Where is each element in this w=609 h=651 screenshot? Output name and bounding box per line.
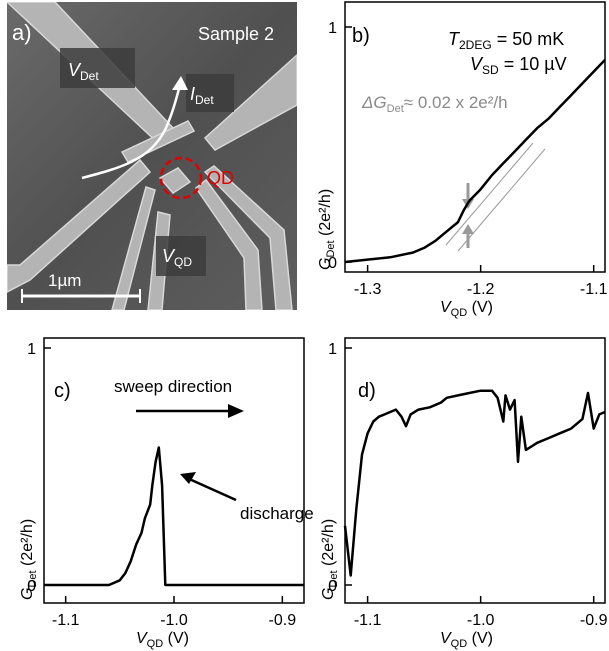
x-tick-label-b-0: -1.3 bbox=[354, 281, 382, 298]
bias-label: VSD = 10 µV bbox=[470, 54, 567, 77]
y-tick-label-b-1: 1 bbox=[328, 20, 337, 37]
plot-c: -1.1 -1.0 -0.9 0 1 bbox=[27, 341, 304, 629]
x-label-c: VQD (V) bbox=[136, 630, 189, 650]
y-tick-label-b-0: 0 bbox=[328, 255, 337, 272]
discharge-label: discharge bbox=[240, 504, 314, 523]
delta-g-label: ΔGDet≈ 0.02 x 2e²/h bbox=[361, 93, 508, 115]
x-tick-label-d-1: -1.0 bbox=[467, 612, 495, 629]
x-tick-label-c-0: -1.1 bbox=[52, 612, 80, 629]
panel-d-label: d) bbox=[358, 380, 376, 402]
y-tick-label-d-1: 1 bbox=[328, 341, 337, 358]
y-tick-label-c-0: 0 bbox=[27, 578, 36, 595]
y-label-b: GDet (2e²/h) bbox=[317, 189, 337, 270]
y-label-c: GDet (2e²/h) bbox=[19, 519, 39, 600]
scale-label: 1µm bbox=[48, 271, 81, 290]
x-tick-label-d-0: -1.1 bbox=[354, 612, 382, 629]
y-label-d: GDet (2e²/h) bbox=[320, 519, 340, 600]
x-label-b: VQD (V) bbox=[440, 299, 493, 319]
v-qd-label: VQD bbox=[162, 246, 192, 269]
plot-b: -1.3 -1.2 -1.1 0 1 bbox=[328, 20, 607, 298]
series-line-c bbox=[44, 446, 304, 587]
guide-line-upper bbox=[445, 142, 534, 246]
x-tick-label-b-1: -1.2 bbox=[467, 281, 495, 298]
y-tick-label-c-1: 1 bbox=[27, 341, 36, 358]
plot-d: -1.1 -1.0 -0.9 0 1 bbox=[328, 341, 607, 629]
i-det-label-bg bbox=[186, 74, 234, 112]
panel-c: c) sweep direction discharge -1.1 -1.0 -0.… bbox=[19, 337, 314, 650]
y-tick-label-d-0: 0 bbox=[328, 578, 337, 595]
series-line-b bbox=[344, 59, 606, 264]
panel-c-label: c) bbox=[54, 380, 71, 402]
current-path bbox=[81, 84, 182, 180]
temperature-label: T2DEG = 50 mK bbox=[448, 29, 564, 52]
v-det-label: VDet bbox=[68, 60, 99, 83]
v-det-label-bg bbox=[60, 48, 135, 88]
x-tick-label-d-2: -0.9 bbox=[580, 612, 608, 629]
x-tick-label-c-2: -0.9 bbox=[269, 612, 297, 629]
arrow-up-head bbox=[462, 224, 474, 234]
current-arrowhead bbox=[172, 76, 188, 90]
x-tick-label-c-1: -1.0 bbox=[160, 612, 188, 629]
panel-a: a) Sample 2 VDet IDet VQD QD 1µm bbox=[7, 2, 297, 310]
i-det-label: IDet bbox=[190, 84, 214, 107]
panel-d-frame bbox=[344, 337, 606, 604]
sweep-label: sweep direction bbox=[114, 377, 232, 396]
discharge-arrow-shaft bbox=[186, 476, 237, 502]
sweep-arrow-head bbox=[228, 404, 244, 418]
x-tick-label-b-2: -1.1 bbox=[580, 281, 608, 298]
panel-b-label: b) bbox=[352, 25, 370, 47]
panel-d: d) -1.1 -1.0 -0.9 0 1 GDet (2e²/h) VQD (V) bbox=[320, 337, 608, 650]
panel-b: b) T2DEG = 50 mK VSD = 10 µV ΔGDet≈ 0.02… bbox=[317, 1, 608, 319]
v-qd-label-bg bbox=[156, 236, 206, 276]
x-label-d: VQD (V) bbox=[440, 630, 493, 650]
qd-marker bbox=[159, 156, 203, 200]
series-line-d bbox=[343, 389, 606, 577]
panel-b-frame bbox=[344, 1, 606, 273]
qd-label: QD bbox=[207, 168, 234, 188]
sample-label: Sample 2 bbox=[198, 24, 274, 44]
panel-a-label: a) bbox=[12, 20, 32, 45]
discharge-arrow-head bbox=[180, 472, 196, 484]
